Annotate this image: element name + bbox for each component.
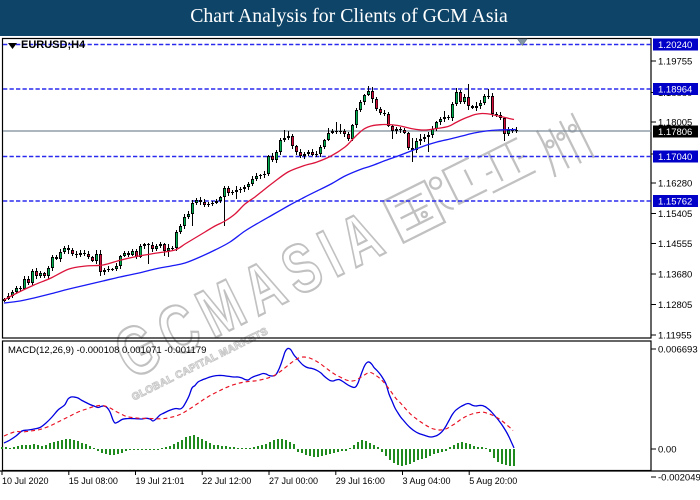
svg-text:27 Jul 00:00: 27 Jul 00:00 — [269, 476, 318, 486]
svg-text:29 Jul 16:00: 29 Jul 16:00 — [336, 476, 385, 486]
svg-text:5 Aug 20:00: 5 Aug 20:00 — [469, 476, 517, 486]
svg-text:1.13680: 1.13680 — [658, 270, 692, 281]
svg-text:10 Jul 2020: 10 Jul 2020 — [2, 476, 49, 486]
svg-text:1.11955: 1.11955 — [658, 331, 692, 342]
svg-text:1.14555: 1.14555 — [658, 239, 692, 250]
svg-text:1.20240: 1.20240 — [658, 40, 692, 51]
svg-text:3 Aug 04:00: 3 Aug 04:00 — [403, 476, 451, 486]
svg-text:1.16280: 1.16280 — [658, 179, 692, 190]
svg-text:1.12805: 1.12805 — [658, 300, 692, 311]
svg-text:1.15762: 1.15762 — [658, 197, 692, 208]
svg-text:15 Jul 08:00: 15 Jul 08:00 — [69, 476, 118, 486]
svg-text:1.15405: 1.15405 — [658, 209, 692, 220]
svg-text:0.00: 0.00 — [658, 445, 677, 456]
svg-text:1.18005: 1.18005 — [658, 118, 692, 129]
svg-text:0.006693: 0.006693 — [658, 345, 698, 356]
svg-text:MACD(12,26,9) -0.000108 0.0010: MACD(12,26,9) -0.000108 0.001071 -0.0011… — [8, 345, 206, 356]
svg-text:1.17806: 1.17806 — [658, 127, 692, 138]
svg-text:1.18964: 1.18964 — [658, 85, 692, 96]
svg-text:1.17040: 1.17040 — [658, 152, 692, 163]
svg-text:19 Jul 21:01: 19 Jul 21:01 — [136, 476, 185, 486]
svg-text:-0.002049: -0.002049 — [658, 473, 700, 484]
svg-text:EURUSD;H4: EURUSD;H4 — [21, 39, 86, 51]
svg-text:Chart Analysis for Clients of: Chart Analysis for Clients of GCM Asia — [190, 5, 508, 27]
svg-text:1.19755: 1.19755 — [658, 57, 692, 68]
svg-text:22 Jul 12:00: 22 Jul 12:00 — [202, 476, 251, 486]
